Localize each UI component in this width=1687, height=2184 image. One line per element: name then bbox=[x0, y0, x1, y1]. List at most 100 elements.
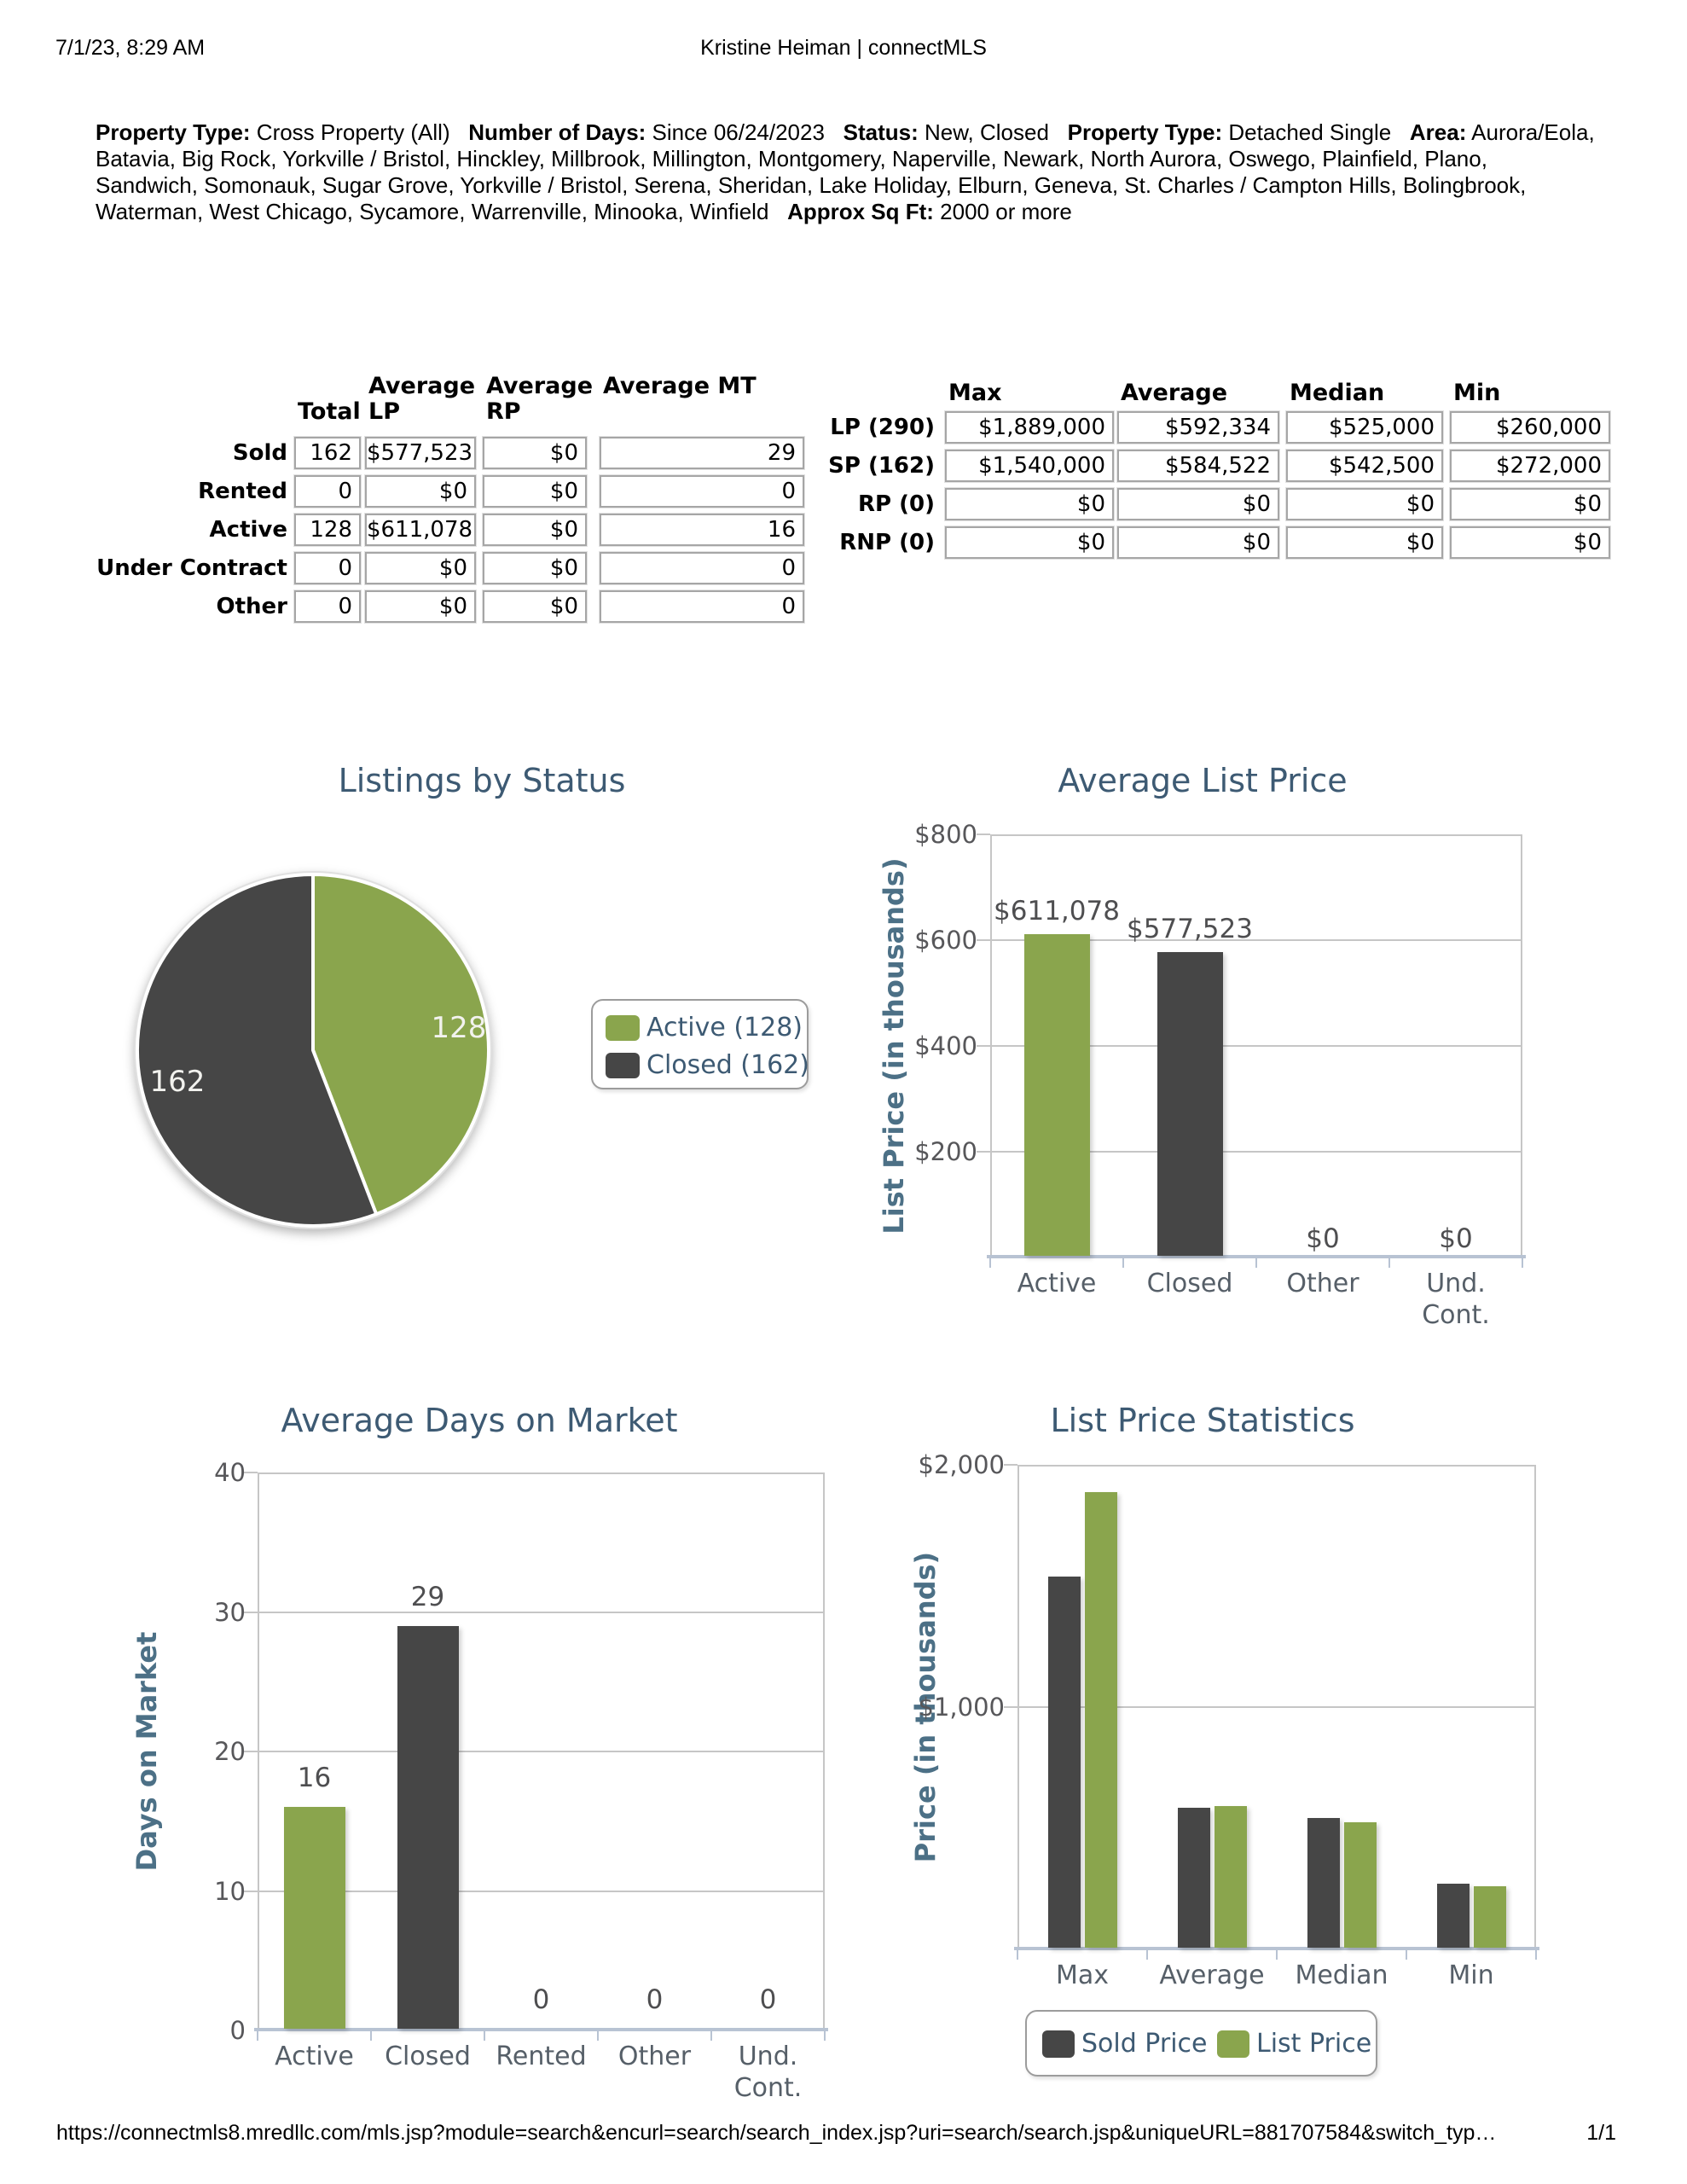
category-label: Closed bbox=[385, 2042, 471, 2071]
category-label: Rented bbox=[496, 2042, 587, 2071]
pie-outline-ring bbox=[134, 871, 492, 1229]
category-label: Und. Cont. bbox=[733, 2042, 803, 2103]
y-axis-tick-label: $600 bbox=[914, 926, 977, 955]
status-summary-table: Total Average LP Average RP Average MT Sold 162… bbox=[96, 374, 812, 630]
legend-label: Closed (162) bbox=[646, 1050, 809, 1080]
stats-value-box: $0 bbox=[1286, 488, 1443, 520]
bar-closed bbox=[397, 1625, 459, 2029]
y-axis-tick bbox=[1004, 1706, 1017, 1708]
legend-swatch-list-price bbox=[1217, 2030, 1249, 2058]
stats-row-label: SP (162) bbox=[828, 453, 935, 479]
summary-value-box: $0 bbox=[365, 475, 476, 508]
stats-value-box: $272,000 bbox=[1450, 450, 1610, 482]
y-axis-tick bbox=[244, 1611, 258, 1613]
stats-value-box: $584,522 bbox=[1117, 450, 1279, 482]
summary-row-label: Under Contract bbox=[96, 555, 287, 581]
category-label: Closed bbox=[1146, 1269, 1233, 1298]
summary-value-box: $611,078 bbox=[365, 514, 476, 546]
legend-swatch-sold-price bbox=[1042, 2030, 1075, 2058]
summary-value-box: $0 bbox=[483, 437, 587, 469]
gridline bbox=[990, 939, 1522, 941]
summary-col-header: LP bbox=[368, 398, 400, 425]
x-axis-tick bbox=[1388, 1258, 1390, 1268]
x-axis-tick bbox=[1522, 1258, 1523, 1268]
gridline bbox=[990, 1151, 1522, 1153]
criteria-label: Approx Sq Ft: bbox=[787, 199, 934, 224]
stats-col-header: Average bbox=[1121, 380, 1228, 406]
criteria-value: Aurora/Eola, Batavia, Big Rock, Yorkvill… bbox=[96, 119, 1595, 224]
summary-row-label: Sold bbox=[232, 440, 287, 466]
criteria-value: New, Closed bbox=[918, 119, 1068, 145]
listings-by-status-pie-chart bbox=[134, 871, 492, 1229]
avg-days-on-market-chart-plot: 40 30 20 10 0 16 29 0 0 0 Active Closed Rented Other U… bbox=[214, 1458, 828, 2103]
x-axis-line bbox=[254, 2028, 828, 2031]
legend-label: Active (128) bbox=[646, 1013, 803, 1043]
y-axis-tick-label: 30 bbox=[214, 1597, 246, 1627]
print-header-title: Kristine Heiman | connectMLS bbox=[700, 36, 987, 60]
bar-value-label: 0 bbox=[759, 1984, 777, 2015]
bar-value-label: 16 bbox=[297, 1763, 332, 1794]
category-label: Median bbox=[1295, 1960, 1388, 1990]
category-label: Max bbox=[1055, 1960, 1110, 1990]
legend-swatch-closed bbox=[606, 1053, 640, 1078]
summary-value-box: 0 bbox=[294, 475, 361, 508]
y-axis-tick bbox=[977, 939, 990, 941]
criteria-label: Area: bbox=[1409, 119, 1467, 145]
x-axis-tick bbox=[1255, 1258, 1257, 1268]
gridline bbox=[258, 1890, 825, 1892]
stats-value-box: $0 bbox=[945, 488, 1114, 520]
stats-value-box: $0 bbox=[945, 526, 1114, 559]
summary-row-label: Other bbox=[216, 594, 288, 619]
bar-value-label: $611,078 bbox=[994, 896, 1120, 927]
criteria-value: Detached Single bbox=[1222, 119, 1410, 145]
criteria-value: Cross Property (All) bbox=[250, 119, 469, 145]
x-axis-tick bbox=[597, 2030, 599, 2041]
summary-value-box: 162 bbox=[294, 437, 361, 469]
x-axis-line bbox=[987, 1255, 1526, 1258]
x-axis-tick bbox=[1406, 1949, 1407, 1960]
y-axis-tick bbox=[244, 1472, 258, 1473]
y-axis-tick bbox=[977, 1151, 990, 1153]
category-label: Active bbox=[275, 2042, 354, 2071]
criteria-label: Status: bbox=[843, 119, 919, 145]
bar-value-label: $0 bbox=[1439, 1223, 1473, 1254]
stats-value-box: $0 bbox=[1286, 526, 1443, 559]
y-axis-tick-label: 20 bbox=[214, 1737, 246, 1766]
sold-list-price-legend: Sold Price List Price bbox=[1025, 2010, 1377, 2077]
gridline bbox=[258, 1611, 825, 1613]
bar-value-label: 0 bbox=[646, 1984, 664, 2015]
stats-value-box: $0 bbox=[1117, 488, 1279, 520]
gridline bbox=[258, 1751, 825, 1752]
summary-col-header: Average MT bbox=[603, 373, 757, 399]
list-price-statistics-chart-plot: $2,000 $1,000 Max Average Median Min bbox=[919, 1450, 1539, 1990]
criteria-value: 2000 or more bbox=[933, 199, 1072, 224]
search-criteria-summary: Property Type: Cross Property (All) Numb… bbox=[96, 119, 1595, 225]
y-axis-tick-label: 10 bbox=[214, 1876, 246, 1906]
summary-row-label: Active bbox=[209, 517, 287, 543]
category-label: Min bbox=[1448, 1960, 1494, 1990]
stats-row-label: RNP (0) bbox=[839, 530, 935, 555]
y-axis-tick bbox=[244, 1751, 258, 1752]
criteria-value: Since 06/24/2023 bbox=[646, 119, 844, 145]
summary-value-box: $577,523 bbox=[365, 437, 476, 469]
x-axis-line bbox=[1014, 1947, 1539, 1950]
bar-value-label: $577,523 bbox=[1127, 913, 1253, 944]
summary-col-header: Average bbox=[368, 373, 476, 399]
y-axis-tick bbox=[977, 834, 990, 835]
y-axis-tick-label: $1,000 bbox=[918, 1693, 1005, 1722]
bar-sold-price bbox=[1177, 1807, 1210, 1948]
y-axis-tick-label: $200 bbox=[914, 1137, 977, 1166]
stats-row-label: LP (290) bbox=[830, 415, 935, 440]
bar-sold-price bbox=[1307, 1817, 1340, 1948]
pie-slice-active bbox=[311, 873, 490, 1217]
criteria-label: Property Type: bbox=[96, 119, 251, 145]
stats-row-label: RP (0) bbox=[858, 491, 935, 517]
stats-value-box: $542,500 bbox=[1286, 450, 1443, 482]
category-label: Average bbox=[1159, 1960, 1265, 1990]
summary-value-box: $0 bbox=[365, 552, 476, 584]
summary-value-box: 0 bbox=[600, 475, 804, 508]
x-axis-tick bbox=[1535, 1949, 1537, 1960]
summary-col-header: Total bbox=[298, 398, 361, 425]
y-axis-tick bbox=[977, 1045, 990, 1047]
